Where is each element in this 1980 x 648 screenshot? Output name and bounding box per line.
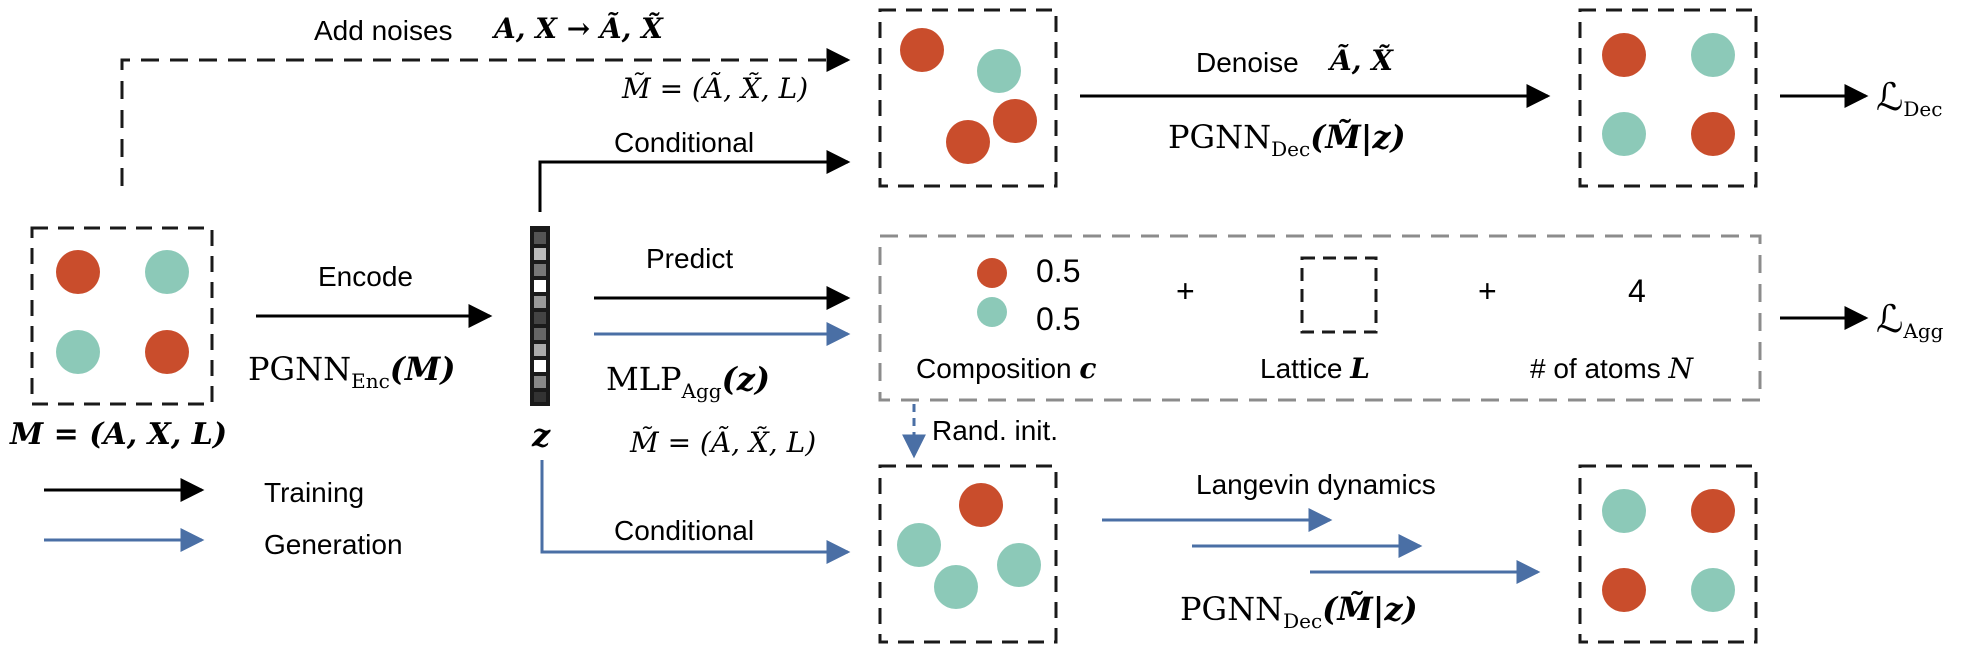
legend-generation-label: Generation (264, 529, 403, 560)
composition-atom-orange (977, 258, 1007, 288)
noisy-material-top: M̃ = (Ã, X̃, L) (621, 72, 808, 105)
composition-label: Composition c (916, 352, 1096, 385)
atom-teal (1691, 33, 1735, 77)
conditional-top-label: Conditional (614, 127, 754, 158)
plus-sign-2: + (1478, 273, 1497, 309)
noisy-material-mid: M̃ = (Ã, X̃, L) (629, 426, 816, 459)
material-label: M = (A, X, L) (9, 417, 227, 452)
langevin-label: Langevin dynamics (1196, 469, 1436, 500)
atom-orange (959, 483, 1003, 527)
denoised-structure-box (1578, 8, 1758, 188)
svg-text:PGNNEnc(M): PGNNEnc(M) (248, 350, 455, 393)
rand-init-label: Rand. init. (932, 415, 1058, 446)
pgnn-dec-top: PGNNDec(M̃|z) (1168, 118, 1406, 161)
random-structure-box (878, 464, 1058, 644)
lattice-label: Lattice L (1260, 352, 1370, 385)
generated-structure-box (1578, 464, 1758, 644)
atom-orange (56, 250, 100, 294)
predict-label: Predict (646, 243, 733, 274)
atom-orange (1602, 33, 1646, 77)
composition-value-2: 0.5 (1036, 301, 1080, 337)
pgnn-dec-bottom: PGNNDec(M̃|z) (1180, 590, 1418, 633)
lattice-icon (1300, 256, 1378, 334)
composition-value-1: 0.5 (1036, 253, 1080, 289)
atom-orange (145, 330, 189, 374)
loss-dec-label: ℒDec (1876, 75, 1942, 121)
svg-text:MLPAgg(z): MLPAgg(z) (606, 360, 770, 403)
atom-orange (1602, 568, 1646, 612)
num-atoms-label: # of atoms N (1530, 352, 1695, 385)
atom-orange (993, 99, 1037, 143)
add-noises-math: A, X → Ã, X̃ (491, 12, 664, 45)
add-noises-label: Add noises (314, 15, 453, 46)
legend-training-label: Training (264, 477, 364, 508)
num-atoms-value: 4 (1628, 273, 1646, 309)
atom-orange (946, 120, 990, 164)
denoise-label: Denoise (1196, 47, 1299, 78)
encode-label: Encode (318, 261, 413, 292)
conditional-top-arrow (538, 150, 851, 212)
svg-text:PGNNDec(M̃|z): PGNNDec(M̃|z) (1168, 118, 1406, 161)
plus-sign-1: + (1176, 273, 1195, 309)
svg-text:PGNNDec(M̃|z): PGNNDec(M̃|z) (1180, 590, 1418, 633)
pgnn-enc: PGNNEnc(M) (248, 350, 455, 393)
atom-teal (1691, 568, 1735, 612)
conditional-bottom-arrow (540, 460, 851, 564)
atom-orange (900, 28, 944, 72)
mlp-agg: MLPAgg(z) (606, 360, 770, 403)
composition-atom-teal (977, 297, 1007, 327)
atom-teal (977, 49, 1021, 93)
atom-orange (1691, 112, 1735, 156)
atom-teal (1602, 112, 1646, 156)
latent-label: z (531, 416, 551, 454)
legend: Training Generation (44, 477, 403, 560)
atom-teal (934, 565, 978, 609)
denoise-math: Ã, X̃ (1327, 44, 1394, 77)
add-noise-path (120, 48, 851, 186)
atom-teal (1602, 489, 1646, 533)
atom-teal (897, 523, 941, 567)
aggregate-properties-box (878, 234, 1762, 402)
latent-vector (530, 226, 550, 406)
loss-agg-label: ℒAgg (1876, 297, 1944, 343)
atom-teal (145, 250, 189, 294)
atom-teal (56, 330, 100, 374)
atom-teal (997, 543, 1041, 587)
noisy-structure-box (878, 8, 1058, 188)
atom-orange (1691, 489, 1735, 533)
input-material-box (30, 226, 214, 406)
conditional-bottom-label: Conditional (614, 515, 754, 546)
